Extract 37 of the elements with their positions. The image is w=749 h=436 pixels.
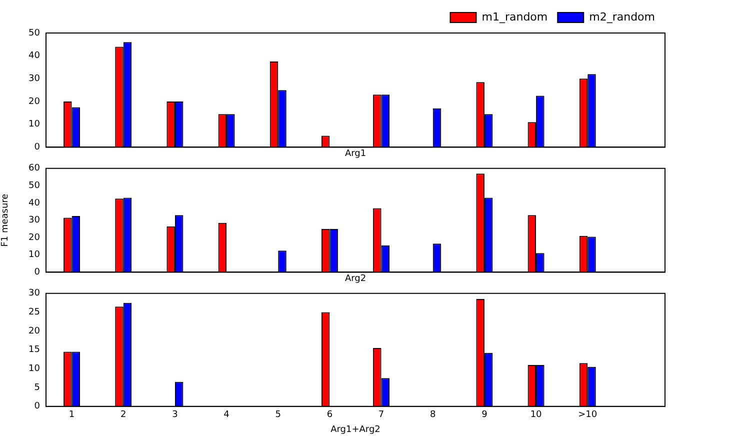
x-axis-title: Arg2 [344,274,366,284]
x-tick-label: >10 [578,410,598,420]
y-tick-label: 20 [28,326,40,336]
x-axis-title: Arg1+Arg2 [330,424,380,435]
y-tick-label: 0 [34,142,40,153]
y-tick-label: 30 [28,216,40,226]
legend-label: m1_random [482,10,548,24]
y-tick-label: 30 [28,74,40,84]
x-tick-label: 1 [68,410,75,420]
x-axis-title: Arg1 [344,148,366,159]
x-tick-label: 7 [378,410,384,420]
y-tick-label: 50 [28,28,40,38]
x-tick-label: 4 [224,410,230,420]
y-tick-label: 10 [28,364,40,374]
y-tick-label: 15 [28,345,40,356]
y-tick-label: 40 [28,198,40,208]
y-tick-label: 50 [28,181,40,192]
x-tick-label: 6 [326,410,333,420]
y-tick-label: 5 [34,382,40,393]
x-tick-label: 9 [482,410,488,420]
y-tick-label: 20 [28,96,40,107]
y-tick-label: 60 [28,164,40,174]
y-tick-label: 10 [28,250,40,260]
x-tick-label: 10 [530,410,542,420]
x-tick-label: 5 [275,410,281,420]
y-tick-label: 30 [28,288,40,299]
y-axis-title: F1 measure [0,193,11,247]
x-tick-label: 3 [172,410,178,420]
y-tick-label: 10 [28,120,40,130]
y-tick-label: 40 [28,51,40,62]
y-tick-label: 0 [34,268,40,278]
x-tick-label: 2 [120,410,126,420]
y-tick-label: 25 [28,308,40,318]
legend-label: m2_random [589,10,656,24]
x-tick-label: 8 [430,410,436,420]
y-tick-label: 0 [34,402,40,412]
y-tick-label: 20 [28,232,40,243]
